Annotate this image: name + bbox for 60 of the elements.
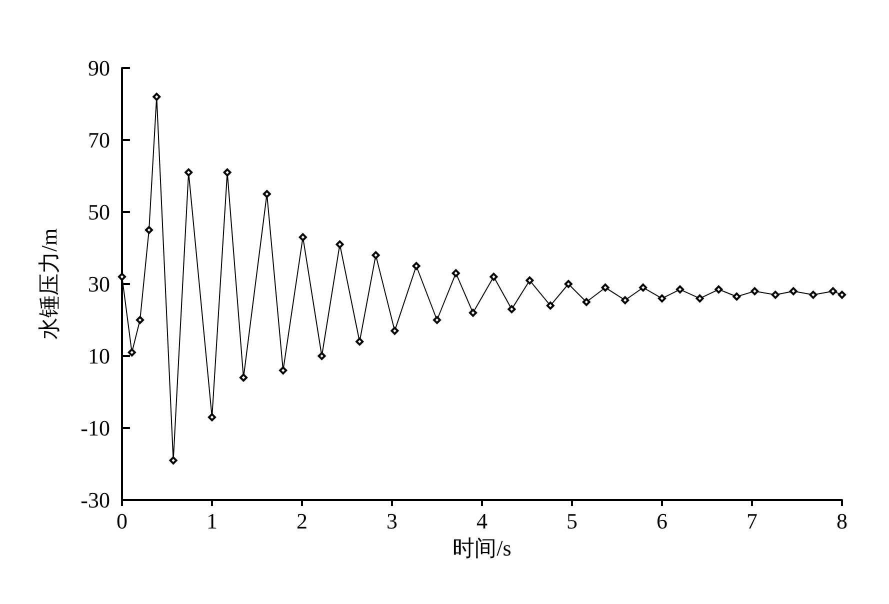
point — [546, 302, 554, 310]
point — [639, 284, 648, 292]
point — [829, 287, 837, 296]
point — [412, 262, 420, 270]
point — [152, 92, 161, 101]
point — [838, 290, 846, 299]
y-axis-title: 水锤压力/m — [36, 228, 62, 340]
point — [298, 233, 307, 242]
y-tick-label: -30 — [80, 488, 110, 512]
point — [169, 456, 178, 464]
point — [601, 284, 610, 292]
y-tick-label: 50 — [88, 200, 110, 224]
point — [223, 168, 232, 176]
y-tick-label: 70 — [88, 128, 110, 152]
point — [750, 287, 759, 296]
point — [240, 374, 248, 382]
y-tick-label: 10 — [88, 344, 110, 368]
point — [469, 308, 477, 317]
point — [490, 272, 498, 281]
point — [564, 280, 572, 288]
point — [771, 290, 780, 299]
point — [372, 251, 380, 260]
x-tick-label: 1 — [206, 508, 218, 534]
x-tick-label: 0 — [116, 508, 128, 534]
point — [356, 338, 364, 346]
point — [184, 168, 193, 176]
point — [809, 290, 818, 299]
point — [621, 296, 630, 304]
point — [136, 316, 144, 324]
x-tick-label: 2 — [296, 508, 308, 534]
point — [508, 305, 516, 314]
point — [714, 285, 723, 294]
x-tick-label: 5 — [566, 508, 578, 534]
point — [676, 285, 684, 294]
point — [336, 240, 344, 248]
y-tick-label: 90 — [88, 56, 110, 80]
point — [262, 190, 271, 198]
point — [318, 352, 326, 360]
point — [118, 272, 126, 281]
point — [582, 298, 590, 306]
point — [658, 294, 666, 302]
x-tick-label: 3 — [386, 508, 398, 534]
y-tick-label: 30 — [88, 272, 110, 296]
x-tick-label: 8 — [836, 508, 848, 534]
point — [145, 226, 153, 234]
point — [452, 269, 460, 278]
point — [279, 366, 288, 374]
point — [732, 292, 741, 301]
point — [433, 316, 441, 324]
point — [526, 276, 534, 284]
x-tick-label: 4 — [476, 508, 488, 534]
point — [390, 326, 399, 335]
point — [696, 294, 704, 302]
point — [789, 287, 798, 296]
point — [128, 348, 136, 356]
x-tick-label: 7 — [746, 508, 758, 534]
x-tick-label: 6 — [656, 508, 668, 534]
y-tick-label: -10 — [80, 416, 110, 440]
x-axis-title: 时间/s — [452, 535, 512, 560]
point — [208, 413, 216, 422]
